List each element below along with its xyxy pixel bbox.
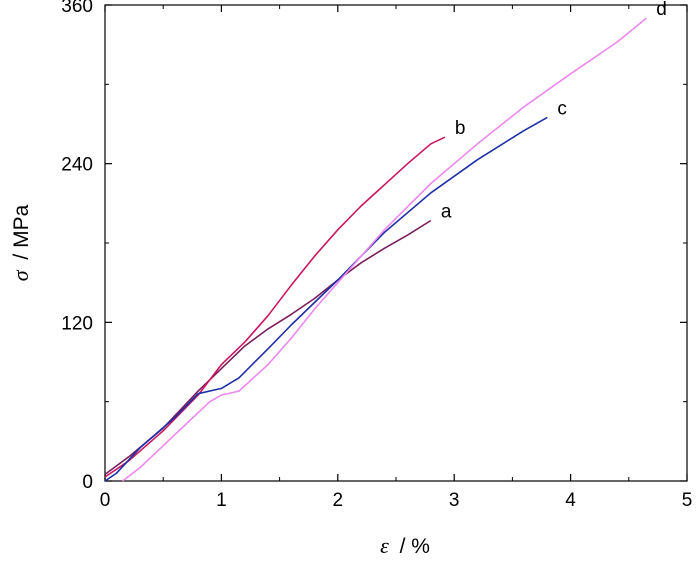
- y-tick-label: 360: [61, 0, 93, 17]
- series-label-a: a: [441, 202, 452, 223]
- y-tick-label: 120: [61, 313, 93, 334]
- x-tick-label: 2: [333, 490, 344, 511]
- series-line-c: [104, 116, 548, 482]
- x-tick-label: 1: [216, 490, 227, 511]
- plot-frame: [104, 4, 688, 482]
- series-label-d: d: [656, 0, 667, 20]
- x-tick-label: 4: [565, 490, 576, 511]
- series-line-d: [122, 17, 647, 482]
- x-axis-symbol: ε: [380, 533, 389, 558]
- x-axis-label: ε / %: [380, 533, 430, 558]
- x-tick-label: 3: [449, 490, 460, 511]
- series-line-b: [104, 136, 446, 478]
- x-tick-label: 0: [100, 490, 111, 511]
- y-tick-label: 0: [82, 472, 93, 493]
- x-tick-label: 5: [682, 490, 693, 511]
- y-axis-symbol: σ: [8, 269, 33, 281]
- x-axis-unit: / %: [400, 535, 430, 558]
- y-axis-unit: / MPa: [10, 204, 33, 259]
- series-label-c: c: [557, 98, 567, 119]
- y-tick-label: 240: [61, 155, 93, 176]
- y-axis-label: σ / MPa: [8, 204, 33, 281]
- series-label-b: b: [455, 118, 466, 139]
